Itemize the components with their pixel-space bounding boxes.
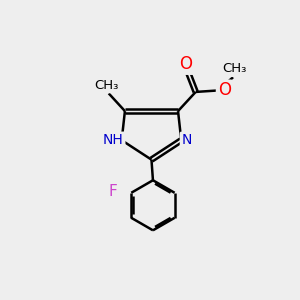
Text: F: F (109, 184, 117, 199)
Text: O: O (179, 55, 193, 73)
Text: CH₃: CH₃ (94, 79, 118, 92)
Text: CH₃: CH₃ (222, 62, 247, 76)
Text: NH: NH (103, 133, 124, 147)
Text: O: O (218, 82, 231, 100)
Text: N: N (182, 133, 192, 147)
